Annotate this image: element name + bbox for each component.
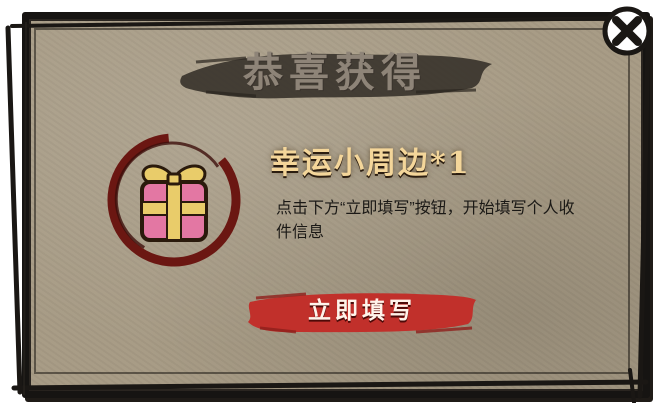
title-brush-stroke xyxy=(180,53,492,99)
button-brush-background xyxy=(248,292,476,334)
close-button[interactable] xyxy=(600,4,654,58)
gift-box-icon xyxy=(107,133,241,267)
reward-description: 点击下方“立即填写”按钮，开始填写个人收件信息 xyxy=(276,200,575,241)
gift-badge xyxy=(104,130,244,270)
fill-now-label: 立即填写 xyxy=(308,297,416,324)
fill-now-button[interactable]: 立即填写 xyxy=(246,288,478,336)
reward-name: 幸运小周边*1 xyxy=(270,146,471,181)
dialog-title: 恭喜获得 xyxy=(243,49,427,96)
close-x-icon xyxy=(602,6,652,56)
